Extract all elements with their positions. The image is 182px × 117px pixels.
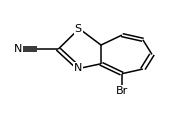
Text: Br: Br — [116, 86, 128, 96]
Text: S: S — [75, 24, 82, 34]
Text: N: N — [14, 44, 22, 54]
Text: N: N — [74, 63, 82, 73]
